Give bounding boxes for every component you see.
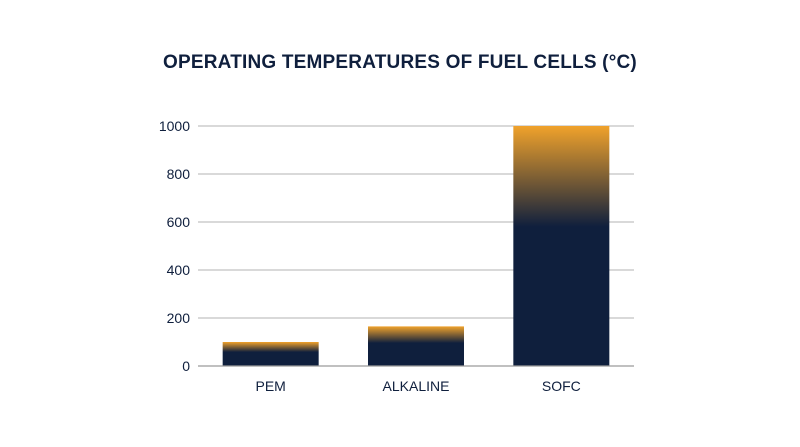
y-axis-ticks: 0 200 400 600 800 1000 <box>159 118 190 374</box>
y-tick-label: 600 <box>167 214 191 230</box>
bar-alkaline <box>368 326 464 366</box>
y-tick-label: 200 <box>167 310 191 326</box>
x-tick-label-pem: PEM <box>255 378 285 394</box>
y-tick-label: 0 <box>182 358 190 374</box>
y-tick-label: 400 <box>167 262 191 278</box>
x-tick-label-alkaline: ALKALINE <box>383 378 450 394</box>
bar-sofc <box>513 126 610 366</box>
chart-title: OPERATING TEMPERATURES OF FUEL CELLS (°C… <box>163 52 637 73</box>
x-axis-labels: PEM ALKALINE SOFC <box>255 378 580 394</box>
y-tick-label: 1000 <box>159 118 190 134</box>
bar-pem <box>222 342 319 366</box>
y-tick-label: 800 <box>167 166 191 182</box>
x-tick-label-sofc: SOFC <box>542 378 581 394</box>
bars <box>222 126 610 366</box>
